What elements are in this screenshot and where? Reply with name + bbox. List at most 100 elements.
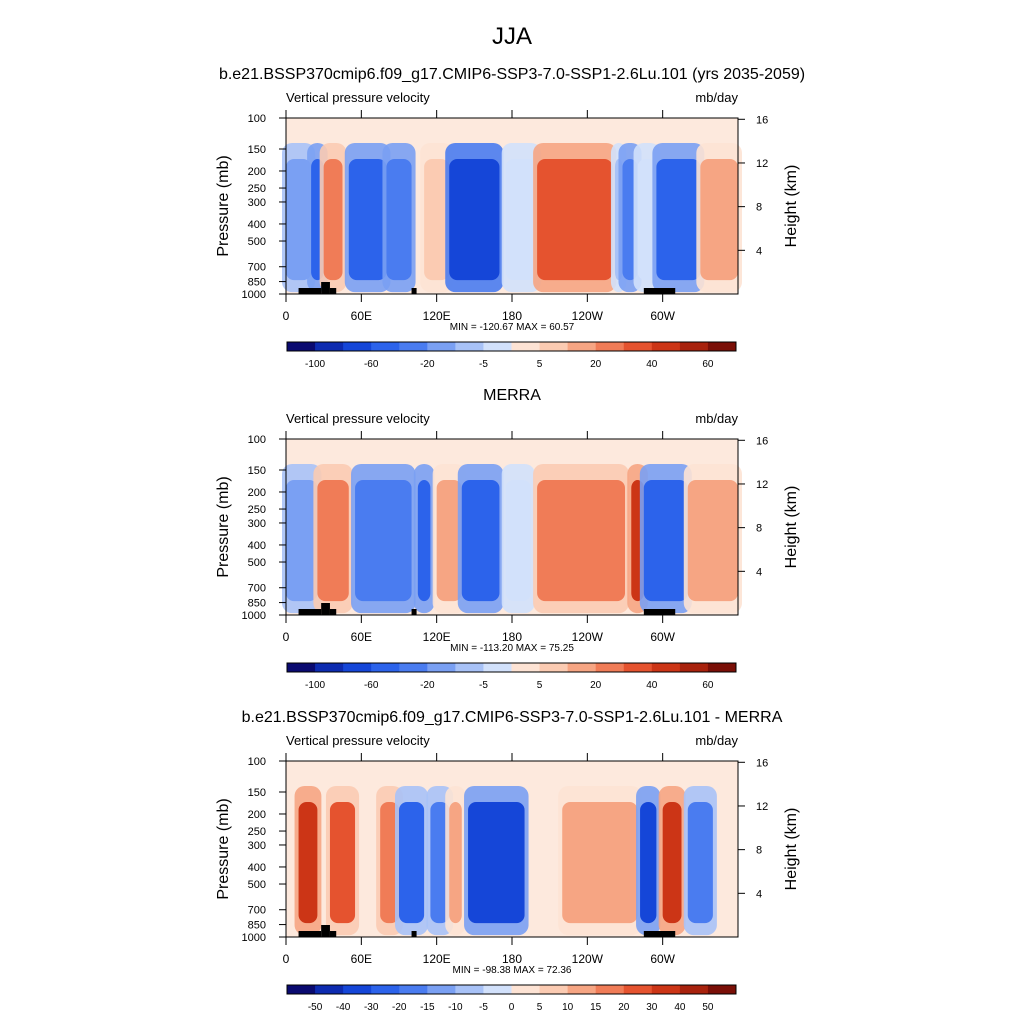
field-band <box>700 158 738 281</box>
y-tick-label: 500 <box>248 879 266 891</box>
right-string: mb/day <box>695 90 738 105</box>
colorbar-swatch <box>511 663 541 672</box>
colorbar-swatch <box>343 663 372 672</box>
right-tick-label: 12 <box>756 158 768 170</box>
y-axis-title-right: Height (km) <box>783 808 800 891</box>
y-tick-label: 300 <box>248 518 266 530</box>
field-band <box>537 158 613 281</box>
field-band <box>430 801 450 924</box>
panel-3: b.e21.BSSP370cmip6.f09_g17.CMIP6-SSP3-7.… <box>215 709 800 1013</box>
x-tick-label: 60E <box>351 630 372 644</box>
topography <box>298 609 322 615</box>
field-band <box>355 479 412 602</box>
colorbar-swatch <box>539 663 569 672</box>
colorbar-swatch <box>287 342 316 351</box>
topography <box>411 288 417 294</box>
colorbar-label: -50 <box>308 1002 323 1013</box>
colorbar-swatch <box>315 663 344 672</box>
colorbar-label: -20 <box>392 1002 407 1013</box>
colorbar-swatch <box>707 663 737 672</box>
colorbar-label: -100 <box>305 680 325 691</box>
colorbar-label: 5 <box>537 680 543 691</box>
right-string: mb/day <box>695 411 738 426</box>
colorbar-swatch <box>399 663 428 672</box>
colorbar-frame <box>286 984 737 995</box>
topography <box>329 609 337 615</box>
left-string: Vertical pressure velocity <box>286 90 430 105</box>
colorbar-swatch <box>567 985 597 994</box>
colorbar-label: -40 <box>336 1002 351 1013</box>
field-band <box>468 801 525 924</box>
topography <box>329 931 337 937</box>
right-string: mb/day <box>695 733 738 748</box>
colorbar-label: 40 <box>646 680 658 691</box>
field-band <box>380 801 399 924</box>
min-max-stats: MIN = -113.20 MAX = 75.25 <box>450 643 574 654</box>
colorbar-label: 20 <box>618 1002 630 1013</box>
topography <box>643 609 676 615</box>
y-tick-label: 150 <box>248 465 266 477</box>
x-tick-label: 120W <box>572 309 604 323</box>
colorbar-swatch <box>399 985 428 994</box>
y-tick-label: 500 <box>248 557 266 569</box>
x-tick-label: 120E <box>423 309 451 323</box>
x-tick-label: 120W <box>572 952 604 966</box>
min-max-stats: MIN = -98.38 MAX = 72.36 <box>453 965 572 976</box>
panel-title: b.e21.BSSP370cmip6.f09_g17.CMIP6-SSP3-7.… <box>242 709 783 726</box>
colorbar-swatch <box>595 342 625 351</box>
colorbar-swatch <box>483 663 512 672</box>
right-tick-label: 8 <box>756 845 762 857</box>
colorbar-label: -60 <box>364 680 379 691</box>
y-axis-title-right: Height (km) <box>783 486 800 569</box>
colorbar-swatch <box>287 985 316 994</box>
right-tick-label: 8 <box>756 523 762 535</box>
y-axis-title-right: Height (km) <box>783 165 800 248</box>
y-tick-label: 700 <box>248 583 266 595</box>
field-band <box>298 801 318 924</box>
colorbar-swatch <box>427 342 456 351</box>
y-tick-label: 100 <box>248 434 266 446</box>
field-band <box>662 801 682 924</box>
field-band <box>286 479 318 602</box>
colorbar-swatch <box>371 342 400 351</box>
colorbar-label: 10 <box>562 1002 574 1013</box>
colorbar-frame <box>286 341 737 352</box>
colorbar-swatch <box>287 663 316 672</box>
field-band <box>449 158 500 281</box>
colorbar-swatch <box>707 985 737 994</box>
field-band <box>329 801 356 924</box>
panel-1: b.e21.BSSP370cmip6.f09_g17.CMIP6-SSP3-7.… <box>215 66 805 370</box>
x-tick-label: 0 <box>283 630 290 644</box>
y-tick-label: 150 <box>248 787 266 799</box>
field-band <box>461 479 500 602</box>
x-tick-label: 0 <box>283 952 290 966</box>
right-tick-label: 4 <box>756 566 762 578</box>
topography <box>643 931 676 937</box>
y-axis-title: Pressure (mb) <box>215 798 232 899</box>
colorbar-label: 30 <box>646 1002 658 1013</box>
field-band <box>687 801 713 924</box>
colorbar-frame <box>286 662 737 673</box>
colorbar-swatch <box>651 342 681 351</box>
field-band <box>687 479 738 602</box>
topography <box>321 603 330 615</box>
field-band <box>656 158 701 281</box>
colorbar-swatch <box>651 663 681 672</box>
field-band <box>286 158 312 281</box>
field-band <box>643 479 688 602</box>
field-band <box>417 479 431 602</box>
y-tick-label: 200 <box>248 487 266 499</box>
field-band <box>317 479 349 602</box>
colorbar-label: -60 <box>364 359 379 370</box>
colorbar-label: -100 <box>305 359 325 370</box>
field-band <box>505 158 538 281</box>
x-tick-label: 60W <box>650 952 675 966</box>
right-tick-label: 12 <box>756 801 768 813</box>
colorbar-label: 15 <box>590 1002 602 1013</box>
colorbar-swatch <box>511 985 541 994</box>
y-tick-label: 150 <box>248 144 266 156</box>
colorbar-swatch <box>567 342 597 351</box>
colorbar-swatch <box>315 985 344 994</box>
x-tick-label: 120W <box>572 630 604 644</box>
